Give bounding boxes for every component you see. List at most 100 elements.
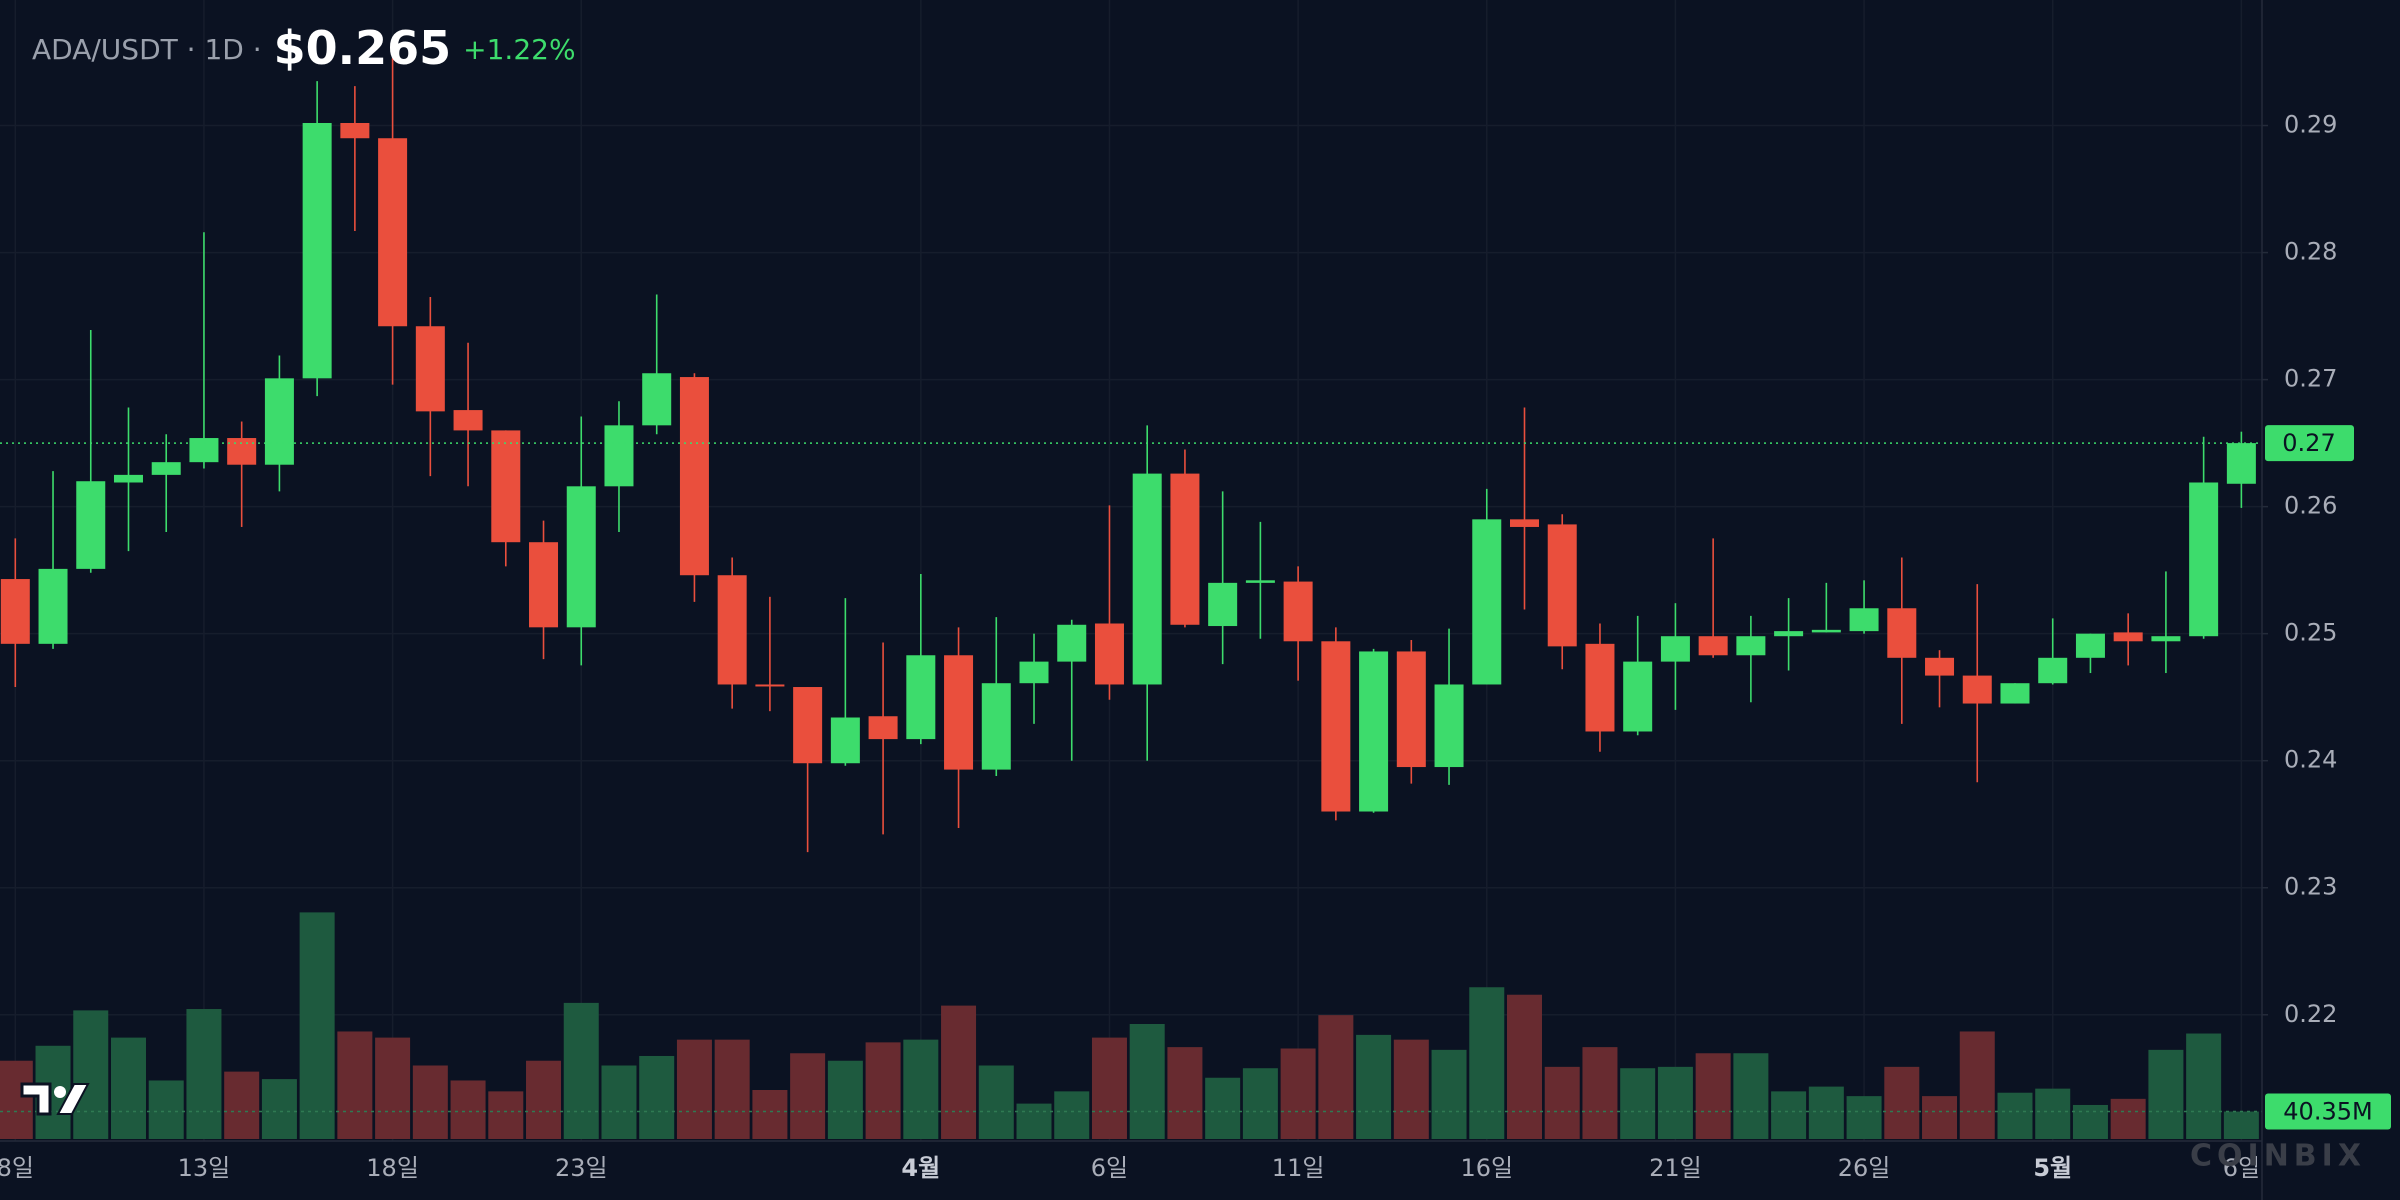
candle-body <box>981 683 1011 770</box>
volume-bar <box>1507 994 1542 1139</box>
candle-body <box>264 378 294 465</box>
volume-bar <box>1695 1053 1731 1139</box>
y-tick-label: 0.23 <box>2284 873 2337 901</box>
candle-body <box>604 425 634 487</box>
volume-bar <box>1582 1047 1618 1139</box>
volume-bar <box>601 1065 637 1139</box>
candle-body <box>1925 657 1955 676</box>
overlay-layer: 0.29 0.28 0.27 0.26 0.25 0.24 0.23 0.22 8일 13일 18일… <box>0 111 2391 1182</box>
volume-bar <box>1657 1066 1693 1139</box>
candle-body <box>189 438 219 463</box>
volume-bar <box>676 1039 712 1139</box>
y-tick-label: 0.22 <box>2284 1000 2337 1028</box>
current-price-label: 0.27 <box>2282 429 2335 457</box>
volume-bar <box>978 1065 1014 1139</box>
candle-body <box>2000 683 2030 704</box>
x-tick-label: 23일 <box>555 1154 608 1182</box>
candle-body <box>1434 684 1464 768</box>
volume-bar <box>1808 1086 1844 1139</box>
candle-body <box>1472 519 1502 685</box>
volume-bar <box>2035 1088 2071 1139</box>
volume-bar <box>1242 1068 1278 1139</box>
volume-bar <box>0 1060 33 1139</box>
volume-bar <box>1733 1053 1769 1139</box>
candle-body <box>1359 651 1389 812</box>
volume-bar <box>337 1031 373 1139</box>
x-tick-label: 13일 <box>178 1154 231 1182</box>
candle-body <box>1623 661 1653 732</box>
y-tick-label: 0.29 <box>2284 111 2337 139</box>
candle-body <box>1547 524 1577 647</box>
candle-body <box>566 486 596 628</box>
candle-body <box>1660 636 1690 662</box>
y-tick-label: 0.28 <box>2284 238 2337 266</box>
volume-bar <box>299 912 335 1139</box>
candle-body <box>113 474 143 483</box>
volume-bar <box>903 1039 939 1139</box>
volume-bar <box>1431 1049 1467 1139</box>
change: +1.22% <box>463 33 575 66</box>
candle-body <box>1811 629 1841 633</box>
candle-body <box>1057 624 1087 662</box>
volume-bar <box>73 1010 109 1139</box>
x-tick-label: 26일 <box>1838 1154 1891 1182</box>
candle-body <box>1585 643 1615 732</box>
candle-body <box>1321 641 1351 812</box>
volume-bar <box>375 1037 411 1139</box>
y-tick-label: 0.27 <box>2284 365 2337 393</box>
candle-body <box>227 438 257 465</box>
volume-bar <box>261 1079 297 1139</box>
candle-body <box>0 579 30 644</box>
y-tick-label: 0.26 <box>2284 492 2337 520</box>
volume-bar <box>1620 1068 1656 1139</box>
volume-bar <box>790 1053 826 1139</box>
candle-body <box>2189 482 2219 637</box>
volume-bar <box>186 1009 222 1139</box>
volume-bar <box>224 1071 260 1139</box>
volume-bar <box>526 1060 562 1139</box>
volume-bar <box>941 1005 977 1139</box>
volume-bar <box>752 1090 788 1139</box>
volume-bar <box>563 1002 599 1139</box>
volume-bar <box>1318 1015 1354 1139</box>
candle-body <box>491 430 521 543</box>
candle-body <box>302 122 332 379</box>
volume-bar <box>865 1042 901 1139</box>
watermark: COINBIX <box>2190 1139 2366 1174</box>
candle-body <box>2038 657 2068 684</box>
candle-layer <box>0 58 2256 853</box>
tradingview-logo <box>20 1082 90 1116</box>
candle-body <box>1208 582 1238 627</box>
volume-bar <box>1997 1092 2033 1139</box>
candle-body <box>642 373 672 426</box>
x-tick-label: 4월 <box>901 1154 940 1182</box>
current-price-box <box>2265 425 2354 462</box>
candle-body <box>717 575 747 685</box>
candle-body <box>76 481 106 569</box>
candle-body <box>1887 608 1917 658</box>
x-tick-label: 21일 <box>1649 1154 1702 1182</box>
candle-body <box>2151 636 2181 642</box>
candle-body <box>38 568 68 644</box>
candle-body <box>1245 580 1275 583</box>
volume-bar <box>2110 1098 2146 1139</box>
candle-body <box>340 122 370 139</box>
volume-bar <box>1091 1037 1127 1139</box>
volume-bar <box>1884 1066 1920 1139</box>
volume-bar <box>450 1080 486 1139</box>
volume-bar <box>639 1055 675 1139</box>
x-tick-label: 6일 <box>2223 1154 2260 1182</box>
candle-body <box>1019 661 1049 684</box>
candle-body <box>1396 651 1426 768</box>
candle-body <box>944 655 974 770</box>
x-tick-label: 16일 <box>1460 1154 1513 1182</box>
y-tick-label: 0.25 <box>2284 619 2337 647</box>
y-tick-label: 0.24 <box>2284 746 2337 774</box>
volume-bar <box>1016 1103 1052 1139</box>
volume-bar <box>1280 1048 1316 1139</box>
x-tick-label: 18일 <box>366 1154 419 1182</box>
volume-bar <box>2148 1049 2184 1139</box>
volume-bar <box>827 1060 863 1139</box>
volume-bar <box>1469 987 1505 1139</box>
